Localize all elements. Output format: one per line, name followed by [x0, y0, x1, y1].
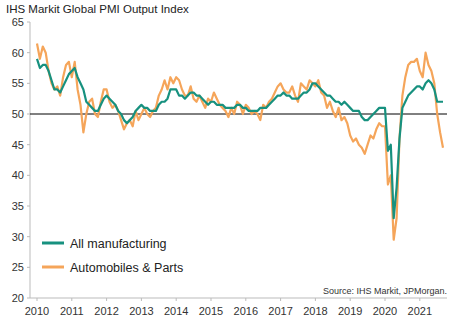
- x-axis: [30, 298, 447, 299]
- x-tick-label: 2014: [164, 305, 188, 317]
- y-tick-label: 60: [12, 47, 24, 59]
- x-tick-label: 2020: [373, 305, 397, 317]
- x-tick-label: 2013: [129, 305, 153, 317]
- y-tick-label: 45: [12, 139, 24, 151]
- x-tick-label: 2021: [408, 305, 432, 317]
- y-tick-label: 55: [12, 77, 24, 89]
- series-line: [37, 43, 443, 239]
- y-axis: [30, 22, 31, 298]
- chart: IHS Markit Global PMI Output Index 20 25 30…: [0, 0, 452, 329]
- x-tick-label: 2019: [338, 305, 362, 317]
- y-tick-label: 25: [12, 261, 24, 273]
- y-tick-label: 50: [12, 108, 24, 120]
- x-tick: [385, 298, 386, 301]
- x-tick: [350, 298, 351, 301]
- x-tick-label: 2012: [94, 305, 118, 317]
- x-tick: [141, 298, 142, 301]
- x-tick-label: 2010: [25, 305, 49, 317]
- x-tick: [176, 298, 177, 301]
- legend-swatch: [42, 266, 64, 269]
- title: IHS Markit Global PMI Output Index: [6, 3, 189, 15]
- legend-swatch: [42, 242, 64, 245]
- legend-label: All manufacturing: [70, 237, 167, 251]
- y-tick-label: 30: [12, 231, 24, 243]
- x-tick: [245, 298, 246, 301]
- legend-label: Automobiles & Parts: [70, 261, 183, 275]
- plot-area: [30, 43, 447, 239]
- x-tick-label: 2015: [199, 305, 223, 317]
- x-tick-label: 2018: [303, 305, 327, 317]
- x-tick: [71, 298, 72, 301]
- x-tick: [211, 298, 212, 301]
- x-tick-label: 2017: [268, 305, 292, 317]
- y-tick-label: 65: [12, 16, 24, 28]
- y-tick-label: 40: [12, 169, 24, 181]
- x-tick: [37, 298, 38, 301]
- x-tick: [315, 298, 316, 301]
- x-tick: [106, 298, 107, 301]
- y-tick-label: 35: [12, 200, 24, 212]
- series-line: [37, 59, 443, 218]
- x-tick: [419, 298, 420, 301]
- x-tick: [280, 298, 281, 301]
- y-tick-label: 20: [12, 292, 24, 304]
- x-tick-label: 2016: [234, 305, 258, 317]
- source: Source: IHS Markit, JPMorgan.: [323, 286, 447, 296]
- x-tick-label: 2011: [60, 305, 84, 317]
